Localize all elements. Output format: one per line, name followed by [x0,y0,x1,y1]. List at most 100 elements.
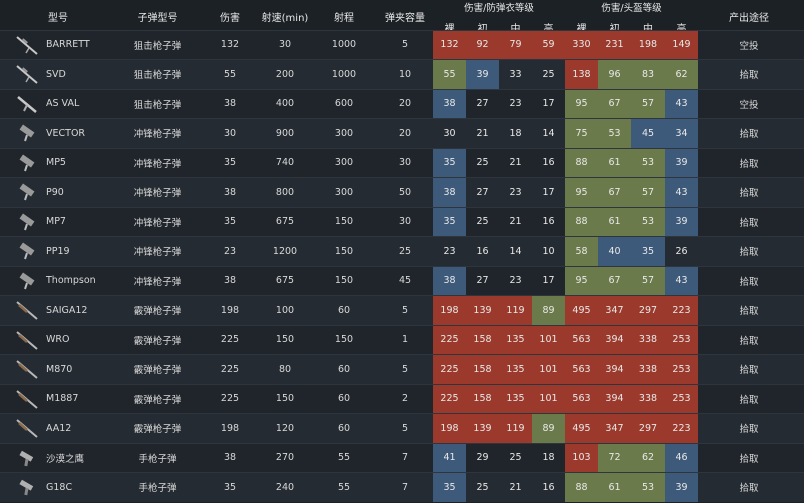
damage-value: 38 [223,452,237,464]
helmet-damage-cell: 95 [565,178,598,207]
armor-damage-cell: 17 [542,186,555,198]
armor-damage-cell: 25 [476,157,489,169]
damage-value: 38 [223,186,237,198]
range-value: 300 [334,127,354,139]
header-ammo-type: 子弹型号 [137,13,178,24]
rate-value: 675 [275,216,295,228]
damage-value: 225 [220,334,240,346]
rate-value: 675 [275,275,295,287]
helmet-damage-cell: 61 [598,473,631,502]
armor-damage-cell: 101 [532,355,565,384]
helmet-damage-cell: 297 [631,296,665,325]
range-value: 600 [334,98,354,110]
helmet-damage-cell: 138 [565,60,598,89]
helmet-damage-cell: 394 [598,384,631,413]
mag-value: 5 [401,304,409,316]
range-value: 300 [334,157,354,169]
table-row: AS VAL 狙击枪子弹 38 400 600 20 38 27 23 17 95 67 57 43 空投 [0,88,804,118]
armor-damage-cell: 158 [466,325,499,354]
armor-damage-cell: 25 [476,481,489,493]
range-value: 55 [337,452,351,464]
source-value: 拾取 [739,247,759,259]
armor-damage-cell: 59 [532,30,565,59]
sniper-rifle-icon [15,63,39,86]
mag-value: 2 [401,393,409,405]
armor-damage-cell: 25 [542,68,555,80]
armor-damage-cell: 158 [466,384,499,413]
helmet-damage-cell: 88 [565,207,598,236]
source-value: 拾取 [739,453,759,465]
ammo-type: 冲锋枪子弹 [133,188,182,200]
mag-value: 1 [401,334,409,346]
ammo-type: 冲锋枪子弹 [133,158,182,170]
helmet-damage-cell: 34 [665,119,698,148]
armor-damage-cell: 198 [433,414,466,443]
ammo-type: 冲锋枪子弹 [133,276,182,288]
header-armor-group: 伤害/防弹衣等级 [464,3,534,14]
damage-value: 30 [223,127,237,139]
range-value: 300 [334,186,354,198]
helmet-damage-cell: 57 [631,266,665,295]
damage-value: 225 [220,393,240,405]
helmet-damage-cell: 67 [598,266,631,295]
helmet-damage-cell: 61 [598,148,631,177]
source-value: 空投 [739,40,759,52]
armor-damage-cell: 17 [542,98,555,110]
rate-value: 1200 [272,245,298,257]
armor-damage-cell: 35 [433,473,466,502]
damage-value: 38 [223,98,237,110]
table-row: G18C 手枪子弹 35 240 55 7 35 25 21 16 88 61 53 39 拾取 [0,472,804,502]
armor-damage-cell: 38 [433,89,466,118]
weapon-name: M1887 [46,393,79,405]
armor-damage-cell: 89 [532,414,565,443]
helmet-damage-cell: 57 [631,178,665,207]
shotgun-icon [15,299,39,322]
armor-damage-cell: 35 [433,207,466,236]
mag-value: 5 [401,363,409,375]
armor-damage-cell: 39 [466,60,499,89]
table-row: SVD 狙击枪子弹 55 200 1000 10 55 39 33 25 138 96 83 62 拾取 [0,59,804,89]
rate-value: 120 [275,422,295,434]
ammo-type: 狙击枪子弹 [133,40,182,52]
table-row: M1887 霰弹枪子弹 225 150 60 2 225 158 135 101 563 394 338… [0,383,804,413]
armor-damage-cell: 38 [433,178,466,207]
header-rate: 射速(min) [261,13,309,24]
helmet-damage-cell: 62 [665,60,698,89]
helmet-damage-cell: 67 [598,178,631,207]
armor-damage-cell: 23 [443,245,456,257]
smg-icon [15,181,39,204]
source-value: 拾取 [739,394,759,406]
helmet-damage-cell: 96 [598,60,631,89]
helmet-damage-cell: 253 [665,355,698,384]
armor-damage-cell: 225 [433,384,466,413]
armor-damage-cell: 35 [433,148,466,177]
rate-value: 800 [275,186,295,198]
helmet-damage-cell: 347 [598,296,631,325]
helmet-damage-cell: 61 [598,207,631,236]
helmet-damage-cell: 35 [631,237,665,266]
helmet-damage-cell: 297 [631,414,665,443]
rate-value: 30 [278,39,292,51]
source-value: 拾取 [739,424,759,436]
helmet-damage-cell: 39 [665,148,698,177]
damage-value: 35 [223,216,237,228]
weapon-name: G18C [46,481,73,493]
damage-value: 225 [220,363,240,375]
armor-damage-cell: 21 [509,157,522,169]
armor-damage-cell: 14 [509,245,522,257]
armor-damage-cell: 18 [509,127,522,139]
range-value: 1000 [331,39,357,51]
header-damage: 伤害 [220,13,240,24]
armor-damage-cell: 101 [532,325,565,354]
armor-damage-cell: 27 [476,98,489,110]
weapon-name: PP19 [46,245,70,257]
helmet-damage-cell: 338 [631,325,665,354]
mag-value: 20 [398,98,412,110]
helmet-damage-cell: 39 [665,473,698,502]
ammo-type: 霰弹枪子弹 [133,424,182,436]
helmet-damage-cell: 253 [665,325,698,354]
mag-value: 5 [401,39,409,51]
ammo-type: 冲锋枪子弹 [133,247,182,259]
helmet-damage-cell: 67 [598,89,631,118]
armor-damage-cell: 23 [509,275,522,287]
